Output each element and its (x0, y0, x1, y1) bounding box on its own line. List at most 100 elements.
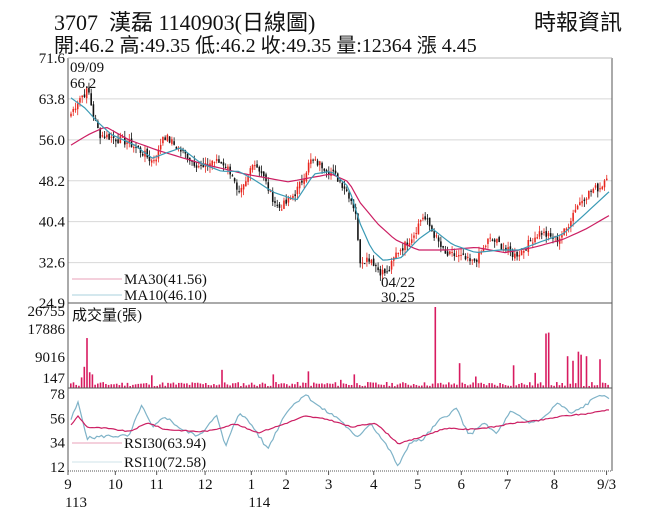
volume-bar (531, 385, 534, 388)
volume-bar (307, 371, 310, 388)
candle-body (251, 164, 254, 170)
volume-bar (367, 382, 369, 388)
candle-body (558, 238, 561, 244)
volume-bar (97, 383, 99, 388)
candle-body (462, 253, 465, 255)
volume-bar (445, 384, 447, 388)
volume-bar (226, 384, 229, 388)
volume-bar (223, 382, 226, 388)
price-tick-label: 71.6 (39, 51, 66, 67)
candle-body (278, 204, 281, 208)
candle-body (446, 251, 449, 256)
volume-bar (466, 385, 469, 388)
candle-body (173, 141, 175, 145)
candle-body (292, 195, 294, 198)
candle-body (516, 252, 518, 257)
candle-body (180, 149, 182, 152)
candle-body (108, 133, 110, 140)
volume-bar (342, 383, 345, 388)
candle-body (422, 217, 424, 220)
volume-bar (234, 383, 237, 388)
candle-body (117, 139, 119, 144)
volume-bar (113, 384, 115, 388)
volume-bar (334, 382, 337, 388)
candle-body (370, 259, 373, 264)
candle-body (296, 186, 299, 195)
candle-body (330, 171, 332, 176)
volume-bar (88, 372, 91, 388)
candle-body (424, 216, 426, 220)
volume-bar (78, 385, 80, 388)
candle-body (81, 95, 84, 98)
volume-bar (142, 383, 145, 388)
x-tick-label: 2 (282, 477, 290, 493)
volume-bar (161, 382, 164, 388)
candle-body (211, 160, 214, 166)
volume-bar (213, 384, 215, 388)
volume-bar (313, 382, 315, 388)
volume-bar (574, 383, 577, 388)
low-date-annotation: 04/22 (381, 275, 415, 291)
volume-bar (461, 382, 464, 388)
volume-bar (421, 385, 423, 388)
candle-body (343, 186, 346, 189)
candle-body (599, 188, 601, 190)
volume-bar (267, 386, 269, 388)
candle-body (361, 262, 364, 264)
candle-body (316, 160, 319, 166)
candle-body (97, 121, 99, 129)
volume-bar (86, 338, 88, 388)
x-tick-label: 7 (504, 477, 512, 493)
candle-body (332, 169, 335, 172)
candle-body (200, 164, 202, 166)
x-tick-label: 12 (198, 477, 213, 493)
volume-bar (318, 383, 320, 388)
candle-body (458, 254, 460, 257)
candle-body (132, 146, 135, 149)
volume-bar (331, 383, 334, 388)
candle-body (442, 245, 444, 248)
rsi10-line (70, 394, 610, 467)
candle-body (240, 187, 243, 193)
volume-bar (99, 382, 102, 388)
volume-bar (550, 385, 553, 388)
candle-body (596, 183, 599, 192)
candle-body (276, 204, 279, 206)
volume-bar (601, 382, 604, 388)
candle-body (260, 171, 263, 174)
candle-body (592, 188, 595, 193)
candle-body (487, 238, 489, 244)
price-tick-label: 32.6 (39, 256, 66, 272)
candle-body (574, 209, 577, 213)
candle-body (146, 148, 149, 158)
volume-bar (299, 385, 302, 388)
volume-bar (442, 384, 445, 388)
volume-bar (159, 384, 161, 388)
candle-body (435, 235, 438, 237)
volume-bar (350, 384, 353, 388)
volume-bar (591, 382, 593, 388)
candle-body (74, 108, 77, 111)
candle-body (220, 162, 222, 164)
candle-body (581, 200, 583, 204)
year-label: 114 (248, 495, 270, 511)
candle-body (307, 162, 310, 173)
candle-body (168, 136, 171, 143)
volume-bar (493, 384, 496, 388)
volume-bar (202, 384, 204, 388)
candle-body (397, 252, 400, 254)
candle-body (576, 205, 579, 210)
candle-body (433, 231, 435, 238)
candle-body (523, 250, 525, 253)
volume-bar (556, 382, 558, 388)
volume-bar (304, 382, 307, 388)
candle-body (377, 267, 379, 271)
candle-body (85, 88, 88, 99)
volume-bar (372, 382, 374, 388)
low-value-annotation: 30.25 (381, 290, 415, 306)
candle-body (345, 189, 348, 191)
volume-bar (188, 384, 191, 388)
candle-body (258, 166, 261, 172)
volume-bar (215, 385, 218, 388)
candle-body (175, 146, 178, 149)
